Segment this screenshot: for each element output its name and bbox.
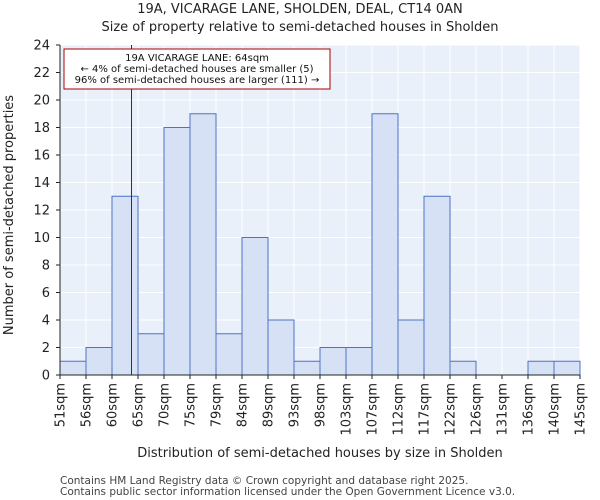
bar <box>59 360 87 376</box>
x-tick-label: 93sqm <box>288 383 303 427</box>
footer-line2: Contains public sector information licen… <box>60 486 515 498</box>
footer-line1: Contains HM Land Registry data © Crown c… <box>60 475 468 487</box>
y-tick-label: 12 <box>33 204 50 219</box>
x-tick-label: 126sqm <box>470 383 485 436</box>
bar <box>215 333 243 376</box>
y-tick-label: 4 <box>42 314 50 329</box>
y-tick-label: 18 <box>33 121 50 136</box>
bar <box>267 319 295 376</box>
y-tick-label: 20 <box>33 94 50 109</box>
bar <box>137 333 165 376</box>
chart-title-line2: Size of property relative to semi-detach… <box>101 20 498 35</box>
annotation-line1: 19A VICARAGE LANE: 64sqm <box>125 53 269 64</box>
axes <box>56 44 581 379</box>
y-tick-label: 24 <box>33 39 50 54</box>
annotation-line3: 96% of semi-detached houses are larger (… <box>75 75 320 86</box>
x-tick-label: 65sqm <box>132 383 147 427</box>
bar <box>163 127 191 376</box>
x-tick-label: 140sqm <box>548 383 563 436</box>
x-tick-label: 122sqm <box>444 383 459 436</box>
bar <box>111 195 139 376</box>
bar <box>319 347 347 376</box>
x-tick-label: 51sqm <box>54 383 69 427</box>
bar <box>397 319 425 376</box>
y-tick-label: 14 <box>33 176 50 191</box>
annotation-line2: ← 4% of semi-detached houses are smaller… <box>80 64 313 75</box>
x-tick-label: 145sqm <box>574 383 589 436</box>
bar <box>553 360 581 376</box>
x-axis-label: Distribution of semi-detached houses by … <box>137 446 503 461</box>
bar <box>527 360 555 376</box>
y-tick-label: 0 <box>42 369 50 384</box>
bar <box>345 347 373 376</box>
x-tick-label: 75sqm <box>184 383 199 427</box>
x-tick-label: 131sqm <box>496 383 511 436</box>
x-tick-label: 103sqm <box>340 383 355 436</box>
chart-title-line1: 19A, VICARAGE LANE, SHOLDEN, DEAL, CT14 … <box>137 2 463 17</box>
y-tick-label: 10 <box>33 231 50 246</box>
y-tick-label: 6 <box>42 286 50 301</box>
bar <box>189 113 217 376</box>
x-tick-label: 79sqm <box>210 383 225 427</box>
bar <box>241 237 269 376</box>
y-tick-label: 8 <box>42 259 50 274</box>
bar <box>423 195 451 376</box>
y-axis-label: Number of semi-detached properties <box>2 95 17 335</box>
bar <box>85 347 113 376</box>
x-tick-label: 60sqm <box>106 383 121 427</box>
x-tick-label: 84sqm <box>236 383 251 427</box>
bar <box>293 360 321 376</box>
y-tick-label: 2 <box>42 341 50 356</box>
bar <box>449 360 477 376</box>
x-tick-label: 112sqm <box>392 383 407 436</box>
bar <box>371 113 399 376</box>
x-tick-label: 117sqm <box>418 383 433 436</box>
x-tick-label: 56sqm <box>80 383 95 427</box>
y-tick-label: 16 <box>33 149 50 164</box>
x-tick-label: 136sqm <box>522 383 537 436</box>
x-tick-labels: 51sqm 56sqm 60sqm 65sqm 70sqm 75sqm 79sqm 84sqm… <box>54 383 589 436</box>
bars <box>59 113 581 376</box>
x-tick-label: 107sqm <box>366 383 381 436</box>
x-tick-label: 89sqm <box>262 383 277 427</box>
y-tick-label: 22 <box>33 66 50 81</box>
x-tick-label: 70sqm <box>158 383 173 427</box>
annotation-box <box>63 48 331 90</box>
x-tick-label: 98sqm <box>314 383 329 427</box>
